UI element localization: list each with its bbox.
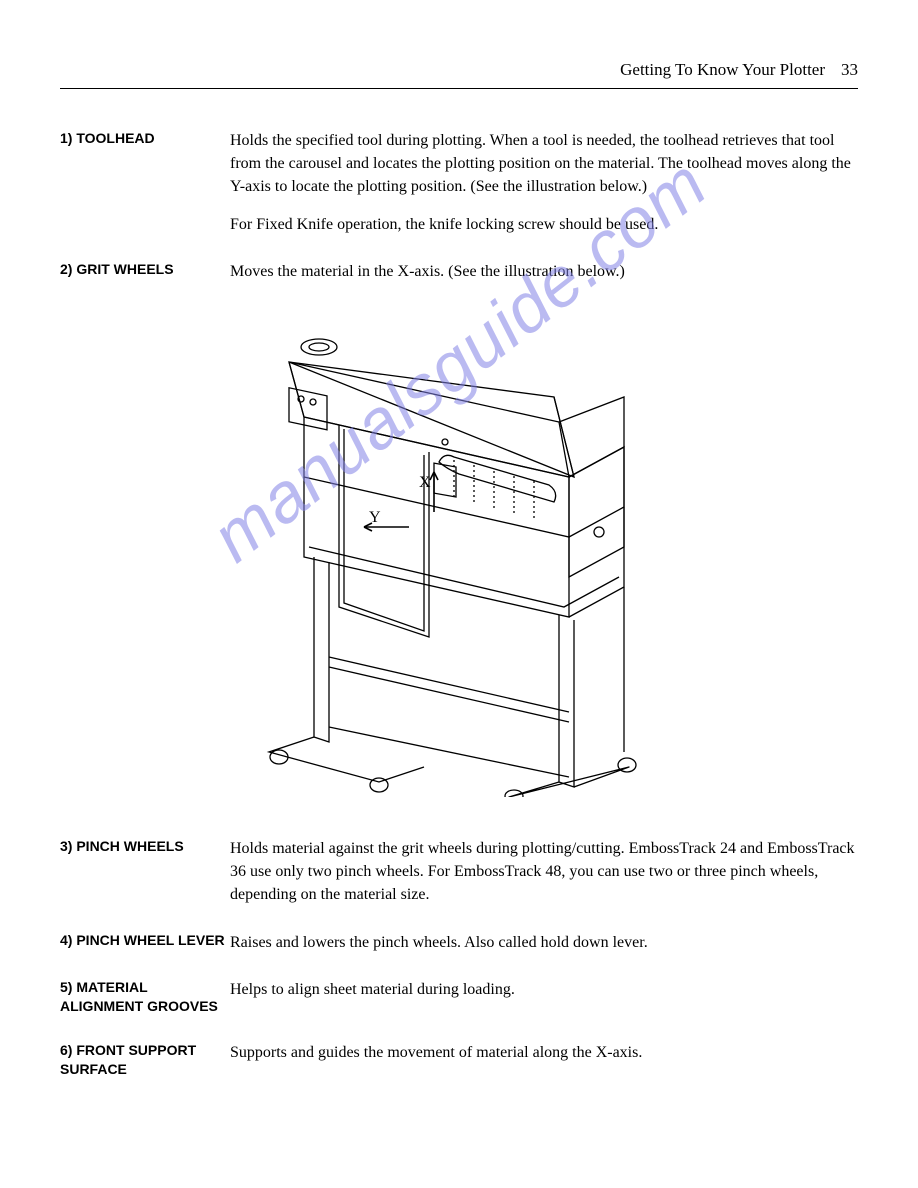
item-label: 2) GRIT WHEELS: [60, 260, 230, 280]
item-front-support-surface: 6) FRONT SUPPORT SURFACE Supports and gu…: [60, 1041, 858, 1080]
item-paragraph: Helps to align sheet material during loa…: [230, 978, 858, 1001]
item-description: Helps to align sheet material during loa…: [230, 978, 858, 1001]
item-label: 1) TOOLHEAD: [60, 129, 230, 149]
item-paragraph: Holds material against the grit wheels d…: [230, 837, 858, 907]
illustration-container: X Y: [60, 307, 858, 797]
item-description: Supports and guides the movement of mate…: [230, 1041, 858, 1064]
item-grit-wheels: 2) GRIT WHEELS Moves the material in the…: [60, 260, 858, 283]
item-toolhead: 1) TOOLHEAD Holds the specified tool dur…: [60, 129, 858, 236]
item-label: 5) MATERIAL ALIGNMENT GROOVES: [60, 978, 230, 1017]
item-label: 3) PINCH WHEELS: [60, 837, 230, 857]
item-paragraph: Moves the material in the X-axis. (See t…: [230, 260, 858, 283]
item-description: Holds the specified tool during plotting…: [230, 129, 858, 236]
item-label: 6) FRONT SUPPORT SURFACE: [60, 1041, 230, 1080]
page-number: 33: [841, 60, 858, 80]
axis-label-x: X: [419, 474, 431, 491]
item-label: 4) PINCH WHEEL LEVER: [60, 931, 230, 951]
item-description: Holds material against the grit wheels d…: [230, 837, 858, 907]
page-header: Getting To Know Your Plotter 33: [60, 60, 858, 89]
item-paragraph: For Fixed Knife operation, the knife loc…: [230, 213, 858, 236]
item-paragraph: Supports and guides the movement of mate…: [230, 1041, 858, 1064]
item-paragraph: Raises and lowers the pinch wheels. Also…: [230, 931, 858, 954]
header-title: Getting To Know Your Plotter: [620, 60, 825, 80]
item-description: Raises and lowers the pinch wheels. Also…: [230, 931, 858, 954]
item-pinch-wheels: 3) PINCH WHEELS Holds material against t…: [60, 837, 858, 907]
item-pinch-wheel-lever: 4) PINCH WHEEL LEVER Raises and lowers t…: [60, 931, 858, 954]
plotter-illustration: X Y: [229, 307, 689, 797]
item-paragraph: Holds the specified tool during plotting…: [230, 129, 858, 199]
item-description: Moves the material in the X-axis. (See t…: [230, 260, 858, 283]
axis-label-y: Y: [369, 509, 381, 526]
item-material-alignment-grooves: 5) MATERIAL ALIGNMENT GROOVES Helps to a…: [60, 978, 858, 1017]
